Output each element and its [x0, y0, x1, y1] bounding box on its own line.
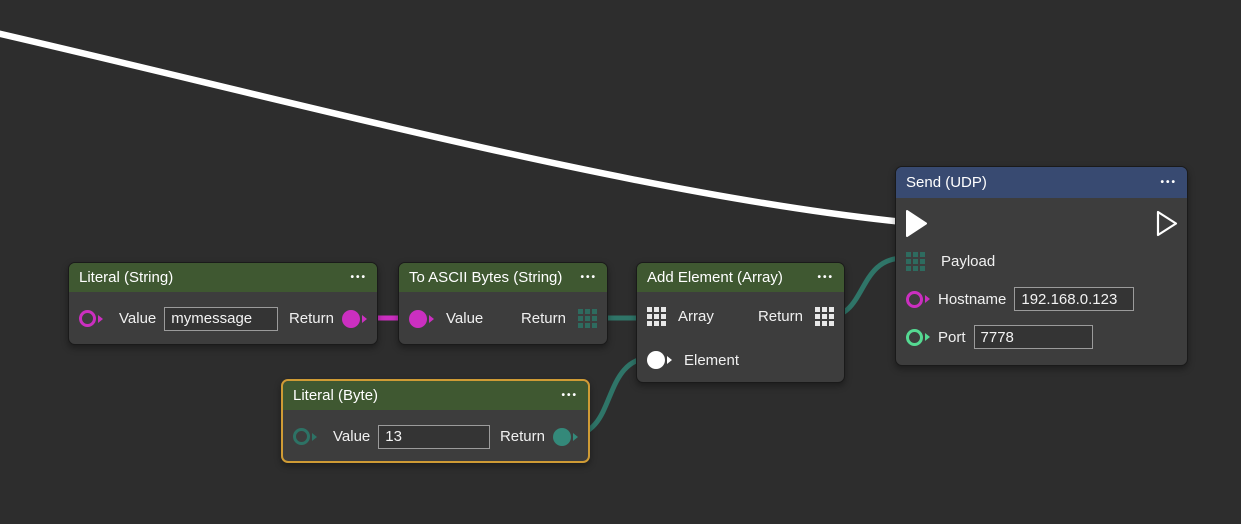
node-literal-byte[interactable]: Literal (Byte) ••• Value Return: [281, 379, 590, 463]
node-title: Add Element (Array): [647, 269, 783, 286]
port-dot-icon: [647, 351, 665, 369]
port-ring-icon: [79, 310, 96, 327]
element-input-port[interactable]: [647, 351, 672, 369]
return-label: Return: [499, 428, 545, 445]
pin-row: Element: [637, 342, 844, 378]
port-dot-icon: [553, 427, 571, 446]
port-arrow-icon: [312, 432, 317, 441]
pin-row: Hostname: [896, 283, 1187, 315]
hostname-input[interactable]: [1014, 287, 1135, 311]
port-arrow-icon: [573, 432, 578, 441]
node-header[interactable]: Literal (Byte) •••: [283, 381, 588, 410]
port-dot-icon: [409, 309, 427, 328]
pin-row: Port: [896, 321, 1187, 353]
node-header[interactable]: To ASCII Bytes (String) •••: [399, 263, 607, 292]
return-output-port[interactable]: [553, 427, 578, 446]
value-input-port[interactable]: [409, 309, 434, 328]
value-input[interactable]: [378, 424, 491, 449]
node-header[interactable]: Literal (String) •••: [69, 263, 377, 292]
value-input-port[interactable]: [293, 428, 317, 445]
node-add-element[interactable]: Add Element (Array) ••• Array Return Ele…: [636, 262, 845, 383]
return-label: Return: [288, 310, 334, 327]
pin-row: Value Return: [283, 410, 588, 463]
port-input[interactable]: [973, 325, 1093, 349]
node-header[interactable]: Send (UDP) •••: [896, 167, 1187, 198]
flow-out-port[interactable]: [1156, 210, 1178, 237]
value-label: Value: [333, 428, 371, 445]
payload-input-port-icon[interactable]: [906, 251, 925, 271]
flow-out-triangle-icon: [1156, 210, 1178, 236]
array-label: Array: [678, 307, 714, 325]
return-array-port-icon[interactable]: [815, 306, 834, 326]
value-input[interactable]: [164, 306, 279, 331]
pin-row: Payload: [896, 245, 1187, 277]
node-title: To ASCII Bytes (String): [409, 269, 563, 286]
flow-in-triangle-icon: [906, 209, 927, 237]
port-arrow-icon: [925, 333, 930, 341]
port-ring-icon: [293, 428, 310, 445]
array-input-port-icon[interactable]: [647, 306, 666, 326]
port-ring-icon: [906, 328, 923, 346]
port-label: Port: [938, 328, 966, 346]
value-label: Value: [446, 310, 484, 327]
port-input-port[interactable]: [906, 328, 930, 346]
ellipsis-icon[interactable]: •••: [580, 271, 597, 283]
hostname-input-port[interactable]: [906, 290, 930, 308]
ellipsis-icon[interactable]: •••: [561, 389, 578, 401]
return-array-port-icon[interactable]: [578, 309, 597, 328]
return-output-port[interactable]: [342, 309, 367, 328]
pin-row: Value Return: [399, 292, 607, 345]
pin-row: Value Return: [69, 292, 377, 345]
element-label: Element: [684, 351, 740, 369]
node-header[interactable]: Add Element (Array) •••: [637, 263, 844, 292]
port-dot-icon: [342, 309, 360, 328]
wire-flow[interactable]: [0, 30, 907, 226]
node-title: Literal (Byte): [293, 387, 379, 404]
port-ring-icon: [906, 290, 923, 308]
ellipsis-icon[interactable]: •••: [1160, 176, 1177, 188]
payload-label: Payload: [941, 252, 996, 270]
port-arrow-icon: [362, 314, 367, 323]
node-send-udp[interactable]: Send (UDP) ••• Payload: [895, 166, 1188, 366]
ellipsis-icon[interactable]: •••: [350, 271, 367, 283]
port-arrow-icon: [667, 356, 672, 364]
port-arrow-icon: [925, 295, 930, 303]
return-label: Return: [757, 307, 803, 325]
flow-row: [896, 208, 1187, 238]
node-title: Literal (String): [79, 269, 174, 286]
return-label: Return: [520, 310, 566, 327]
node-literal-string[interactable]: Literal (String) ••• Value Return: [68, 262, 378, 345]
value-label: Value: [119, 310, 157, 327]
pin-row: Array Return: [637, 292, 844, 340]
flow-in-port[interactable]: [905, 209, 927, 237]
ellipsis-icon[interactable]: •••: [817, 271, 834, 283]
node-title: Send (UDP): [906, 174, 987, 191]
value-input-port[interactable]: [79, 310, 103, 327]
port-arrow-icon: [429, 314, 434, 323]
port-arrow-icon: [98, 314, 103, 323]
hostname-label: Hostname: [938, 290, 1007, 308]
node-to-ascii-bytes[interactable]: To ASCII Bytes (String) ••• Value Return: [398, 262, 608, 345]
